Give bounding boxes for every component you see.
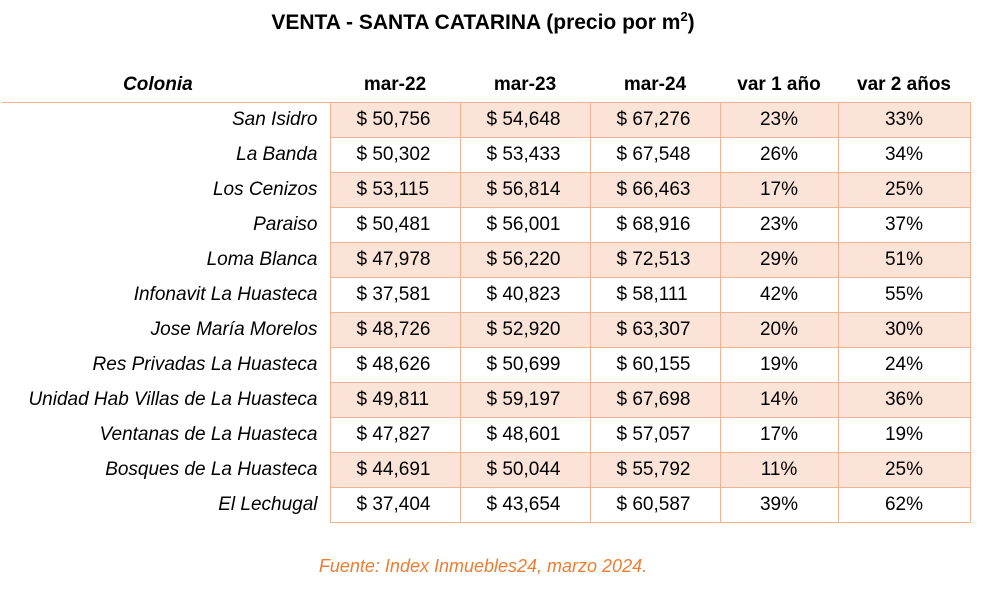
cell-mar-22: $ 53,115 <box>329 172 461 208</box>
cell-var-2-anos: 36% <box>837 382 971 418</box>
cell-colonia: Ventanas de La Huasteca <box>99 424 318 445</box>
cell-colonia: Los Cenizos <box>212 179 318 200</box>
table-row: Infonavit La Huasteca $ 37,581 $ 40,823 … <box>2 277 971 313</box>
cell-var-2-anos: 62% <box>837 487 971 523</box>
cell-mar-23: $ 43,654 <box>459 487 591 523</box>
table-row: Ventanas de La Huasteca $ 47,827 $ 48,60… <box>2 417 971 453</box>
cell-colonia: El Lechugal <box>218 494 318 515</box>
cell-var-1-ano: 26% <box>719 137 839 173</box>
cell-mar-22: $ 49,811 <box>329 382 461 418</box>
cell-mar-24: $ 60,155 <box>589 347 721 383</box>
source-note: Fuente: Index Inmuebles24, marzo 2024. <box>318 556 648 576</box>
cell-var-2-anos: 19% <box>837 417 971 453</box>
cell-var-1-ano: 23% <box>719 207 839 243</box>
title-text: VENTA - SANTA CATARINA (precio por m <box>271 11 681 34</box>
cell-mar-24: $ 67,276 <box>589 102 721 138</box>
cell-var-1-ano: 11% <box>719 452 839 488</box>
table-row: La Banda $ 50,302 $ 53,433 $ 67,548 26% … <box>2 137 971 173</box>
table-row: Bosques de La Huasteca $ 44,691 $ 50,044… <box>2 452 971 488</box>
cell-mar-23: $ 52,920 <box>459 312 591 348</box>
cell-mar-23: $ 56,814 <box>459 172 591 208</box>
cell-mar-23: $ 56,220 <box>459 242 591 278</box>
table-row: El Lechugal $ 37,404 $ 43,654 $ 60,587 3… <box>2 487 971 523</box>
title-suffix: ) <box>687 11 695 34</box>
cell-var-1-ano: 29% <box>719 242 839 278</box>
header-mar-23: mar-23 <box>460 68 590 103</box>
cell-var-1-ano: 39% <box>719 487 839 523</box>
cell-mar-23: $ 53,433 <box>459 137 591 173</box>
header-mar-24: mar-24 <box>590 68 720 103</box>
cell-colonia: Bosques de La Huasteca <box>105 459 318 480</box>
cell-colonia: Paraiso <box>253 214 318 235</box>
cell-var-1-ano: 42% <box>719 277 839 313</box>
cell-mar-22: $ 48,626 <box>329 347 461 383</box>
header-colonia: Colonia <box>2 68 330 103</box>
cell-mar-24: $ 66,463 <box>589 172 721 208</box>
cell-mar-23: $ 40,823 <box>459 277 591 313</box>
cell-colonia: Loma Blanca <box>206 249 318 270</box>
cell-mar-22: $ 37,581 <box>329 277 461 313</box>
cell-mar-23: $ 56,001 <box>459 207 591 243</box>
price-table: Colonia mar-22 mar-23 mar-24 var 1 año v… <box>2 68 971 523</box>
cell-mar-23: $ 54,648 <box>459 102 591 138</box>
cell-var-1-ano: 14% <box>719 382 839 418</box>
cell-mar-24: $ 72,513 <box>589 242 721 278</box>
cell-var-2-anos: 37% <box>837 207 971 243</box>
cell-mar-24: $ 57,057 <box>589 417 721 453</box>
header-var-1-ano: var 1 año <box>720 68 838 103</box>
cell-mar-22: $ 50,302 <box>329 137 461 173</box>
table-header-row: Colonia mar-22 mar-23 mar-24 var 1 año v… <box>2 68 970 103</box>
table-row: Res Privadas La Huasteca $ 48,626 $ 50,6… <box>2 347 971 383</box>
cell-mar-23: $ 50,699 <box>459 347 591 383</box>
table-row: San Isidro $ 50,756 $ 54,648 $ 67,276 23… <box>2 102 971 138</box>
cell-var-2-anos: 24% <box>837 347 971 383</box>
cell-var-1-ano: 17% <box>719 417 839 453</box>
cell-mar-24: $ 63,307 <box>589 312 721 348</box>
header-var-2-anos: var 2 años <box>838 68 970 103</box>
cell-mar-24: $ 68,916 <box>589 207 721 243</box>
cell-mar-22: $ 48,726 <box>329 312 461 348</box>
cell-var-1-ano: 19% <box>719 347 839 383</box>
table-row: Paraiso $ 50,481 $ 56,001 $ 68,916 23% 3… <box>2 207 971 243</box>
page-title: VENTA - SANTA CATARINA (precio por m2) <box>0 8 966 38</box>
cell-colonia: San Isidro <box>231 109 318 131</box>
cell-mar-24: $ 67,548 <box>589 137 721 173</box>
cell-colonia: Infonavit La Huasteca <box>133 284 318 305</box>
cell-mar-23: $ 59,197 <box>459 382 591 418</box>
title-superscript: 2 <box>680 9 688 24</box>
header-mar-22: mar-22 <box>330 68 460 103</box>
table-row: Loma Blanca $ 47,978 $ 56,220 $ 72,513 2… <box>2 242 971 278</box>
cell-mar-23: $ 50,044 <box>459 452 591 488</box>
cell-var-2-anos: 51% <box>837 242 971 278</box>
cell-mar-22: $ 47,827 <box>329 417 461 453</box>
cell-colonia: Unidad Hab Villas de La Huasteca <box>28 389 318 410</box>
cell-var-2-anos: 30% <box>837 312 971 348</box>
cell-mar-24: $ 60,587 <box>589 487 721 523</box>
cell-var-2-anos: 33% <box>837 102 971 138</box>
cell-mar-22: $ 50,481 <box>329 207 461 243</box>
cell-mar-22: $ 50,756 <box>329 102 461 138</box>
table-row: Unidad Hab Villas de La Huasteca $ 49,81… <box>2 382 971 418</box>
cell-mar-24: $ 58,111 <box>589 277 721 313</box>
cell-var-2-anos: 25% <box>837 452 971 488</box>
cell-colonia: La Banda <box>236 144 318 165</box>
cell-colonia: Res Privadas La Huasteca <box>92 354 318 375</box>
cell-var-1-ano: 23% <box>719 102 839 138</box>
cell-mar-24: $ 67,698 <box>589 382 721 418</box>
cell-mar-22: $ 44,691 <box>329 452 461 488</box>
cell-mar-23: $ 48,601 <box>459 417 591 453</box>
cell-mar-22: $ 37,404 <box>329 487 461 523</box>
cell-var-2-anos: 55% <box>837 277 971 313</box>
cell-var-2-anos: 25% <box>837 172 971 208</box>
table-row: Jose María Morelos $ 48,726 $ 52,920 $ 6… <box>2 312 971 348</box>
cell-var-2-anos: 34% <box>837 137 971 173</box>
cell-mar-24: $ 55,792 <box>589 452 721 488</box>
cell-var-1-ano: 17% <box>719 172 839 208</box>
cell-colonia: Jose María Morelos <box>150 319 318 340</box>
cell-mar-22: $ 47,978 <box>329 242 461 278</box>
cell-var-1-ano: 20% <box>719 312 839 348</box>
table-row: Los Cenizos $ 53,115 $ 56,814 $ 66,463 1… <box>2 172 971 208</box>
